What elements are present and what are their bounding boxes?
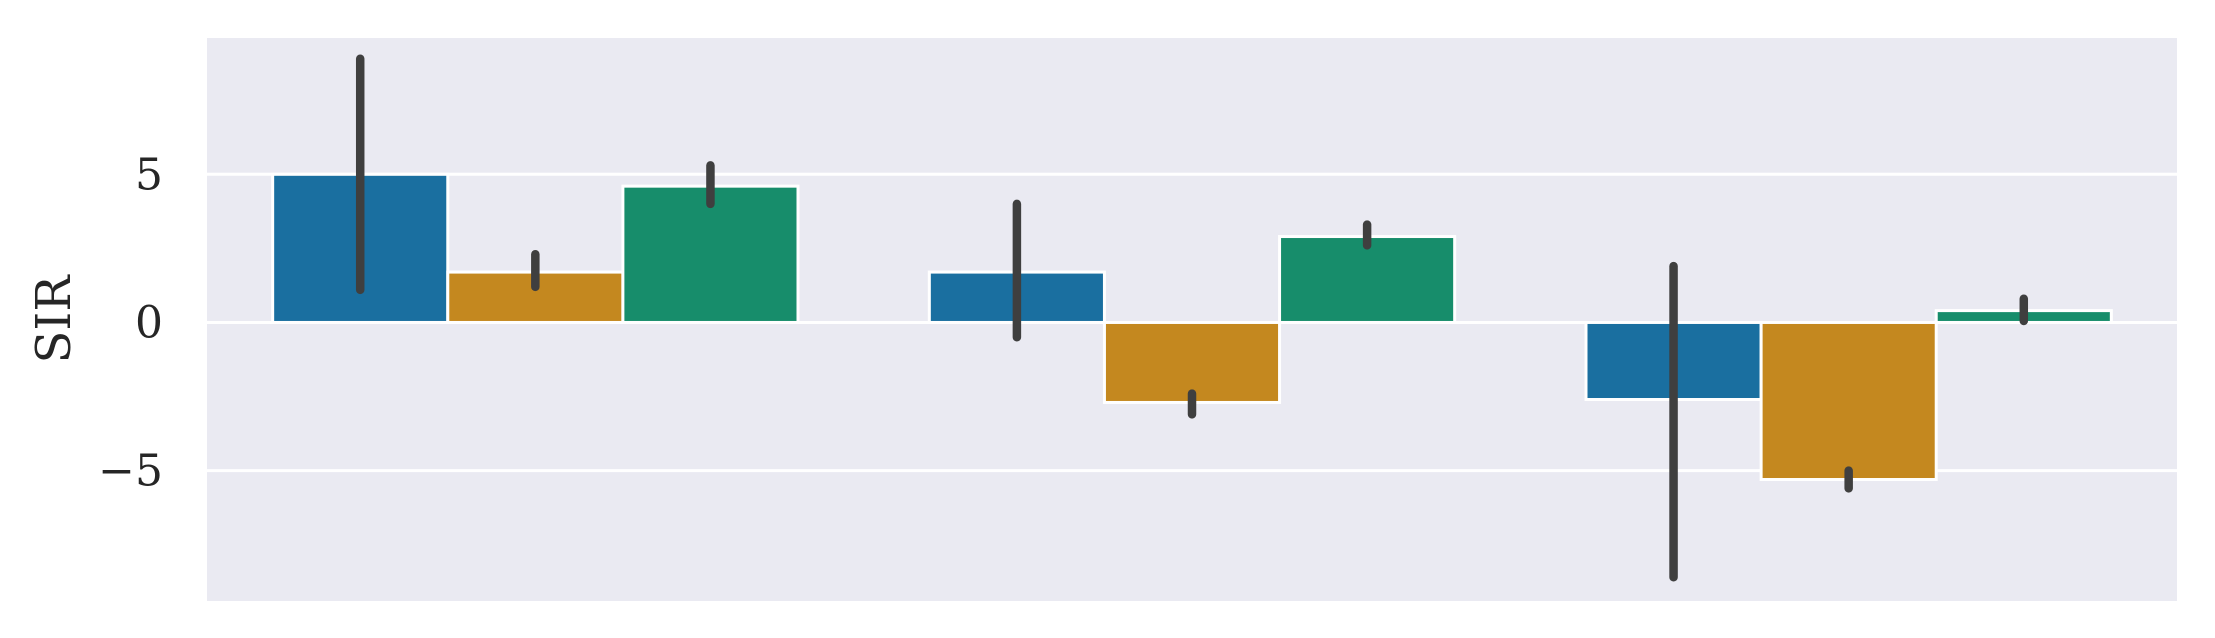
y-tick-label: −5	[98, 446, 163, 497]
error-bars	[355, 54, 2029, 582]
y-tick-label: 0	[135, 297, 163, 348]
y-tick-labels: −5 0 5	[98, 149, 163, 496]
bar	[1759, 320, 1938, 482]
bar	[1278, 235, 1457, 324]
y-tick-label: 5	[135, 149, 163, 200]
bar	[621, 184, 800, 324]
y-axis-label: SIR	[26, 274, 82, 364]
bar	[1102, 320, 1282, 404]
